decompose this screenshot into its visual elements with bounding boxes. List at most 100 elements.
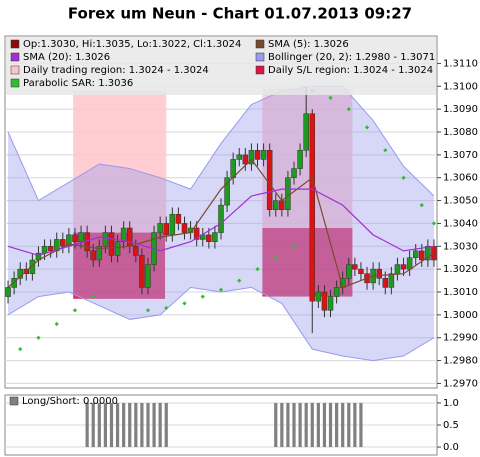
candle-body <box>412 250 419 258</box>
candle-body <box>327 296 334 311</box>
candle-body <box>139 255 145 288</box>
candle-body <box>260 150 267 160</box>
y-tick-label: 1.2980 <box>443 356 478 367</box>
y-tick-label: 1.2990 <box>443 333 478 344</box>
bar <box>359 402 363 448</box>
bar <box>347 402 351 448</box>
bar <box>115 402 120 448</box>
candle-body <box>406 257 413 270</box>
legend-swatch <box>9 396 19 406</box>
bar <box>298 402 302 448</box>
candle-body <box>181 223 188 233</box>
candle-body <box>400 264 407 270</box>
y-tick-label: 1.3010 <box>443 287 478 298</box>
bar <box>316 402 320 448</box>
bollinger-lower <box>7 286 435 362</box>
y-tick-label: 1.3080 <box>443 127 478 138</box>
candle-body <box>358 268 364 274</box>
bar <box>292 402 296 448</box>
candle-body <box>5 287 11 297</box>
y-tick-label: 1.3090 <box>443 104 478 115</box>
bar <box>97 402 101 448</box>
legend-swatch <box>255 52 265 62</box>
sar-dot <box>291 244 297 249</box>
y-tick-label: 1.3050 <box>443 196 478 207</box>
bar <box>353 402 357 448</box>
candle-body <box>120 227 127 242</box>
sar-dot <box>145 308 151 313</box>
y-tick-label: 1.3020 <box>443 264 478 275</box>
candle-body <box>29 259 36 274</box>
candle-body <box>273 200 279 210</box>
candle-body <box>133 246 139 256</box>
bar <box>335 402 339 448</box>
legend-label: Parabolic SAR: 1.3036 <box>23 78 133 89</box>
candle-body <box>279 200 285 210</box>
legend-label: Daily S/L region: 1.3024 - 1.3024 <box>268 65 433 76</box>
sar-dot <box>383 148 388 153</box>
legend-label: Long/Short: 0.0000 <box>22 396 118 407</box>
sar-dot <box>255 267 260 272</box>
region <box>73 90 167 233</box>
candle-body <box>376 268 382 279</box>
bar <box>158 402 162 448</box>
candle-body <box>41 246 48 254</box>
candle-body <box>193 227 200 240</box>
y-tick-label: 1.3070 <box>443 150 478 161</box>
candle-body <box>145 264 151 288</box>
sar-dot <box>200 294 205 299</box>
main-panel: 1.2970 1.2980 1.2990 1.3000 1.3010 1.3020 1.30… <box>4 35 478 389</box>
legend-label: Daily trading region: 1.3024 - 1.3024 <box>23 65 209 76</box>
candle-body <box>96 246 103 261</box>
candle-body <box>236 154 243 160</box>
sar-dot <box>419 203 424 208</box>
y-tick-label: 1.3000 <box>443 310 478 321</box>
bar <box>140 402 144 448</box>
y-tick-label: 1.3100 <box>443 81 478 92</box>
y-tick-label: 1.3110 <box>443 58 478 69</box>
candle-body <box>285 177 291 210</box>
legend-swatch <box>10 65 20 75</box>
candle-body <box>206 234 212 242</box>
legend-swatch <box>255 65 265 75</box>
legend-swatch <box>10 78 20 88</box>
candle-body <box>297 150 303 169</box>
candle-body <box>352 264 358 270</box>
candle-body <box>224 177 230 206</box>
candle-body <box>303 113 309 151</box>
bar <box>164 402 168 448</box>
candle-body <box>242 154 249 165</box>
candle-body <box>382 278 389 288</box>
candle-body <box>266 150 273 210</box>
candle-body <box>175 214 182 224</box>
sar-dot <box>164 305 169 311</box>
bar <box>103 402 107 448</box>
legend-swatch <box>10 39 20 49</box>
candle-body <box>394 264 401 274</box>
candle-body <box>346 264 352 279</box>
candle-body <box>163 223 169 236</box>
indicator-line <box>7 158 435 289</box>
y-tick-label: 1.3060 <box>443 173 478 184</box>
candle-body <box>90 250 96 261</box>
candle-body <box>78 232 84 242</box>
bar <box>122 402 126 448</box>
candle-body <box>169 214 176 236</box>
bar <box>109 402 114 448</box>
y-tick-label: 0.0 <box>443 442 459 453</box>
sar-dot <box>218 287 224 292</box>
bar <box>280 402 284 448</box>
bar <box>286 402 290 448</box>
bar <box>146 402 150 448</box>
bollinger-upper <box>7 85 435 202</box>
y-tick-label: 0.5 <box>443 420 459 431</box>
bar <box>274 402 278 448</box>
bar <box>134 402 138 448</box>
sar-dot <box>237 278 242 283</box>
candle-body <box>126 227 133 247</box>
bar <box>310 402 314 448</box>
bar <box>152 402 156 448</box>
candle-body <box>425 246 431 261</box>
